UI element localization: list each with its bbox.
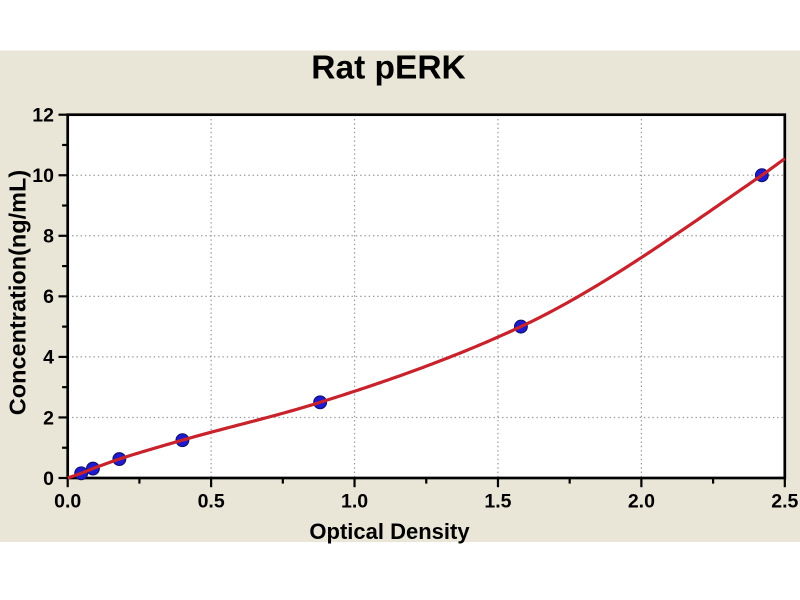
y-axis-title: Concentration(ng/mL) [5, 170, 31, 415]
y-tick-label: 8 [43, 226, 54, 248]
chart-title: Rat pERK [311, 50, 465, 87]
x-tick-label: 1.5 [484, 491, 511, 513]
data-points [74, 168, 769, 481]
x-tick-label: 2.0 [628, 491, 655, 513]
x-tick-label: 2.5 [771, 491, 798, 513]
y-tick-label: 2 [43, 407, 54, 429]
y-axis-tick-labels: 0 2 4 6 8 10 12 [32, 105, 54, 490]
y-tick-label: 6 [43, 286, 54, 308]
plot-area [67, 114, 785, 478]
x-axis-tick-labels: 0.0 0.5 1.0 1.5 2.0 2.5 [54, 491, 798, 513]
y-tick-label: 0 [43, 468, 54, 490]
x-axis-title: Optical Density [309, 519, 470, 544]
y-tick-label: 4 [43, 347, 54, 369]
x-tick-label: 0.5 [198, 491, 225, 513]
y-tick-label: 12 [32, 105, 54, 127]
y-tick-label: 10 [32, 165, 54, 187]
gridlines [67, 114, 785, 478]
fitted-curve [67, 157, 786, 480]
x-tick-label: 0.0 [54, 491, 81, 513]
plot-frame [66, 113, 787, 480]
x-tick-label: 1.0 [341, 491, 368, 513]
